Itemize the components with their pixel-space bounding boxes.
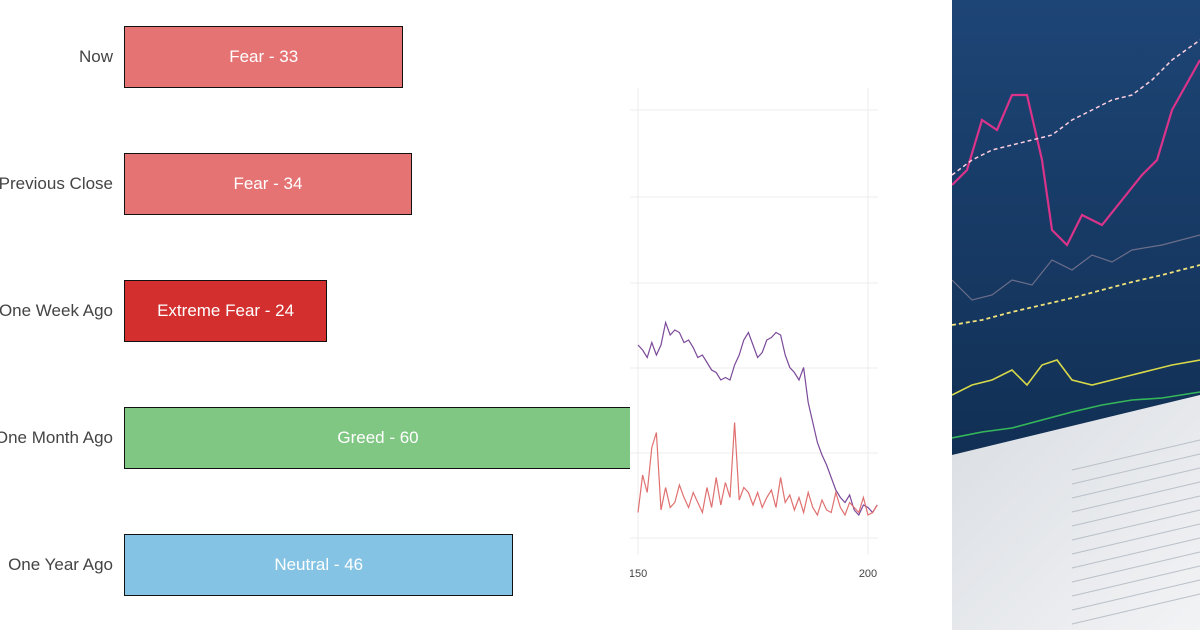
table-row-line [1071, 495, 1200, 527]
photo-line-green [952, 391, 1200, 439]
bar: Fear - 33 [124, 26, 404, 88]
bar-value-label: Fear - 33 [229, 47, 299, 66]
bar-category-label: One Week Ago [0, 301, 113, 320]
photo-line-magenta [952, 59, 1200, 247]
bar: Extreme Fear - 24 [124, 280, 328, 342]
bar-category-label: One Month Ago [0, 428, 113, 447]
bar: Neutral - 46 [124, 534, 514, 596]
table-row-line [1071, 537, 1200, 569]
line-chart-svg: 150 200 [630, 88, 878, 580]
bar-category-label: Now [78, 47, 113, 66]
bar-value-label: Fear - 34 [233, 174, 303, 193]
market-screen-photo-svg [952, 0, 1200, 630]
series-line-red [637, 422, 878, 517]
bar-category-label: Previous Close [0, 174, 113, 193]
market-screen-photo [952, 0, 1200, 630]
table-row-line [1071, 439, 1200, 471]
table-row-line [1071, 509, 1200, 541]
table-row-line [1071, 579, 1200, 611]
table-row-line [1071, 565, 1200, 597]
photo-line-gray [952, 234, 1200, 301]
series-line-purple [637, 320, 878, 517]
bar-value-label: Greed - 60 [337, 428, 419, 447]
bar-value-label: Extreme Fear - 24 [157, 301, 295, 320]
fear-greed-bar-chart: Now Fear - 33 Previous Close Fear - 34 One W… [0, 26, 630, 596]
table-row-line [1071, 551, 1200, 583]
x-tick-label: 150 [630, 568, 647, 580]
table-row-line [1071, 593, 1200, 625]
table-row-line [1071, 467, 1200, 499]
photo-line-dashed-pink [952, 39, 1200, 176]
table-row-line [1071, 523, 1200, 555]
bar: Fear - 34 [124, 153, 412, 215]
table-row-line [1071, 481, 1200, 513]
bar: Greed - 60 [124, 407, 630, 469]
bar-value-label: Neutral - 46 [274, 555, 364, 574]
table-row-line [1071, 453, 1200, 485]
photo-line-yellow [952, 359, 1200, 396]
bar-category-label: One Year Ago [8, 555, 113, 574]
x-tick-label: 200 [859, 568, 877, 580]
photo-line-dashed-yellow [952, 264, 1200, 326]
data-table-area [952, 395, 1200, 630]
line-chart: 150 200 [630, 0, 950, 630]
